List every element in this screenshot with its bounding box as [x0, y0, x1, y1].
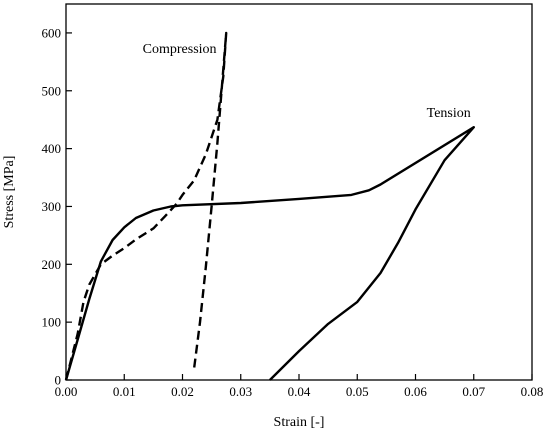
annotation-layer: Compression Tension	[143, 42, 471, 121]
y-tick-label: 400	[42, 141, 62, 156]
x-axis-title: Strain [-]	[274, 415, 325, 430]
x-tick-label: 0.01	[113, 384, 136, 399]
compression-series-line	[64, 31, 228, 381]
compression-annotation: Compression	[143, 42, 217, 57]
x-tick-label: 0.06	[404, 384, 427, 399]
y-tick-label: 200	[42, 257, 62, 272]
y-tick-label: 500	[42, 83, 62, 98]
y-tick-label: 300	[42, 199, 62, 214]
y-axis-title: Stress [MPa]	[2, 156, 17, 229]
series-layer	[64, 31, 475, 381]
x-tick-label: 0.08	[521, 384, 544, 399]
tension-annotation: Tension	[427, 106, 471, 121]
x-tick-label: 0.02	[171, 384, 194, 399]
y-tick-label: 100	[42, 315, 62, 330]
x-tick-label: 0.05	[346, 384, 369, 399]
y-tick-label: 600	[42, 25, 62, 40]
y-tick-label: 0	[55, 373, 62, 388]
plot-frame	[65, 3, 533, 381]
x-axis: 0.00 0.01 0.02 0.03 0.04 0.05 0.06 0.07 0.08	[55, 374, 544, 399]
x-tick-label: 0.07	[462, 384, 485, 399]
y-axis: 0 100 200 300 400 500 600	[42, 25, 72, 388]
tension-series-line	[64, 126, 475, 381]
x-tick-label: 0.03	[229, 384, 252, 399]
x-tick-label: 0.00	[55, 384, 78, 399]
x-tick-label: 0.04	[288, 384, 311, 399]
